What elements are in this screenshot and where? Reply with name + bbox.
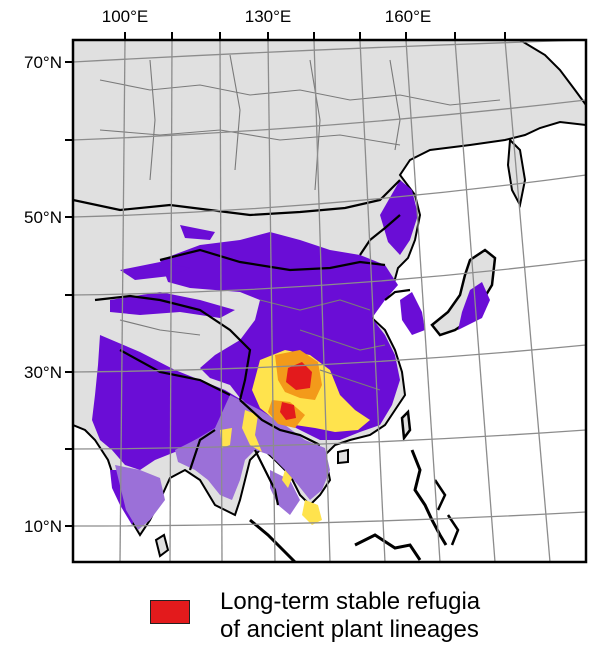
lat-label-30n: 30°N	[24, 363, 62, 382]
island-hainan	[337, 448, 349, 465]
range-purple-dark-japan	[458, 282, 490, 330]
lat-line-70	[73, 40, 586, 63]
range-red-refugia	[280, 362, 312, 420]
lon-line-120	[219, 40, 223, 562]
lon-line-100	[119, 40, 126, 562]
lon-label-160e: 160°E	[385, 7, 432, 26]
map-content	[73, 40, 586, 562]
lon-line-130	[267, 40, 276, 562]
map-frame	[71, 38, 588, 564]
lat-line-60	[73, 99, 586, 141]
legend-swatch-refugia	[150, 600, 190, 624]
legend-label-line1: Long-term stable refugia	[220, 588, 481, 615]
lat-line-40	[73, 259, 586, 296]
island-sri-lanka	[154, 533, 170, 558]
legend: Long-term stable refugia of ancient plan…	[150, 588, 570, 650]
lon-line-140	[313, 40, 331, 562]
province-borders	[99, 54, 501, 391]
lon-line-110	[169, 40, 173, 562]
island-japan	[430, 248, 497, 337]
lon-line-150	[359, 40, 386, 562]
lat-line-10	[73, 511, 586, 527]
lat-line-30	[73, 344, 586, 373]
lon-line-180	[504, 40, 551, 562]
lat-label-10n: 10°N	[24, 517, 62, 536]
lon-line-160	[405, 40, 441, 562]
range-purple-dark-north	[380, 180, 418, 255]
island-sumatra-fragment	[249, 518, 297, 562]
lon-label-130e: 130°E	[245, 7, 292, 26]
lon-line-170	[454, 40, 496, 562]
lat-line-50	[73, 174, 586, 218]
axis-ticks	[65, 32, 506, 527]
lat-line-20	[73, 429, 586, 450]
lon-label-100e: 100°E	[102, 7, 149, 26]
island-philippines-2	[433, 479, 460, 546]
graticule	[73, 40, 586, 562]
range-yellow-patches-south	[220, 410, 322, 525]
island-philippines	[410, 449, 448, 546]
range-purple-light-south	[175, 395, 330, 500]
island-taiwan	[400, 409, 412, 442]
legend-label-line2: of ancient plant lineages	[220, 616, 479, 643]
island-borneo-fragment	[354, 533, 422, 561]
range-purple-dark-tibet-strips	[110, 225, 235, 318]
lat-label-70n: 70°N	[24, 53, 62, 72]
range-purple-light-india	[115, 465, 165, 530]
legend-label: Long-term stable refugia of ancient plan…	[220, 588, 480, 644]
range-purple-dark-korea	[400, 292, 425, 335]
lat-label-50n: 50°N	[24, 208, 62, 227]
